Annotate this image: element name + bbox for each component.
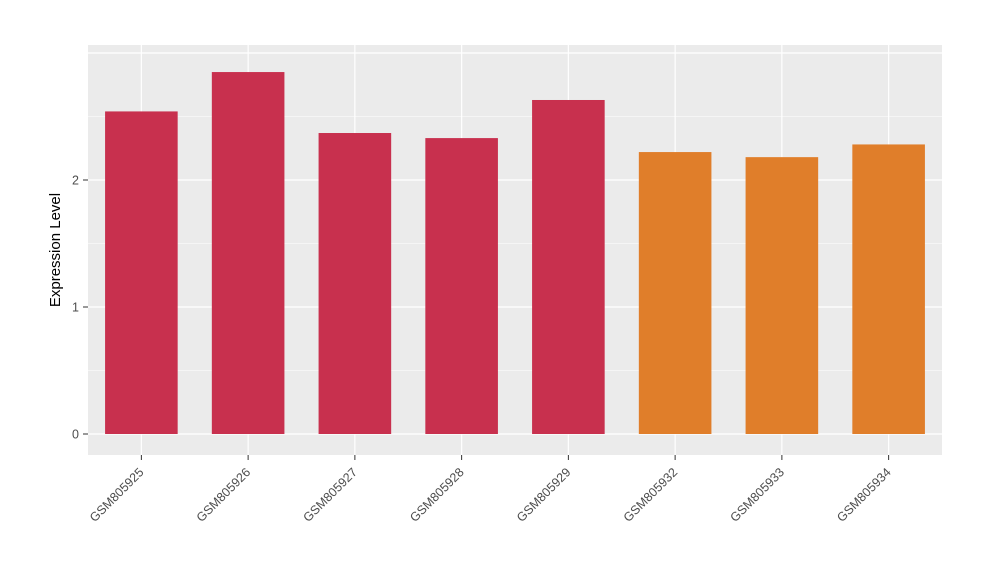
bars-group	[105, 72, 925, 435]
x-tick-label-GSM805925: GSM805925	[87, 465, 147, 525]
bar-GSM805926	[211, 72, 285, 435]
y-tick-label: 0	[72, 428, 79, 442]
y-tick-label: 1	[72, 301, 79, 315]
bar-GSM805932	[638, 152, 712, 434]
bar-GSM805934	[852, 144, 925, 434]
x-tick-label-GSM805929: GSM805929	[514, 465, 574, 525]
bar-GSM805927	[318, 133, 392, 434]
bar-GSM805928	[425, 138, 498, 434]
x-tick-label-GSM805934: GSM805934	[834, 465, 894, 525]
x-tick-label-GSM805928: GSM805928	[407, 465, 467, 525]
y-axis: 0 1 2	[72, 174, 88, 442]
bar-GSM805929	[532, 99, 605, 435]
bar-GSM805925	[105, 111, 178, 435]
bar-GSM805933	[745, 157, 819, 434]
x-tick-label-GSM805933: GSM805933	[727, 465, 787, 525]
y-axis-title: Expression Level	[47, 193, 64, 307]
y-tick-label: 2	[72, 174, 79, 188]
x-tick-label-GSM805932: GSM805932	[621, 465, 681, 525]
x-tick-label-GSM805927: GSM805927	[300, 465, 360, 525]
x-tick-label-GSM805926: GSM805926	[194, 465, 254, 525]
x-axis: GSM805925 GSM805926 GSM805927 GSM805928 GSM8…	[87, 455, 894, 525]
